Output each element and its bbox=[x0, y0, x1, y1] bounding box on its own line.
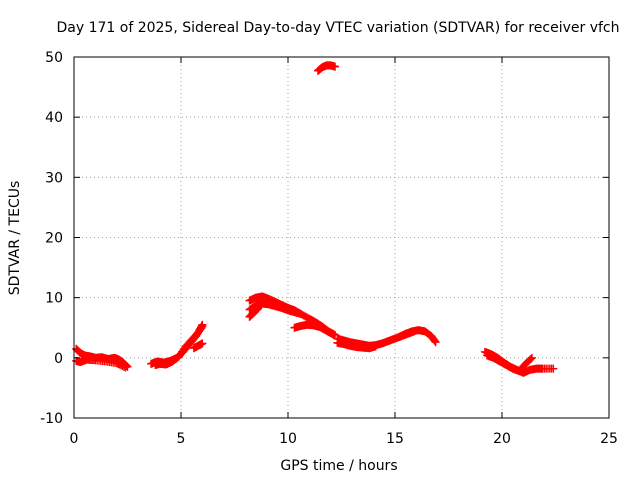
x-tick-label: 5 bbox=[177, 431, 186, 447]
chart-title: Day 171 of 2025, Sidereal Day-to-day VTE… bbox=[56, 20, 619, 36]
data-point bbox=[328, 330, 337, 339]
y-tick-label: 20 bbox=[45, 231, 63, 247]
data-point bbox=[198, 320, 207, 329]
x-tick-label: 0 bbox=[70, 431, 79, 447]
y-tick-label: 40 bbox=[45, 110, 63, 126]
data-point bbox=[197, 322, 206, 331]
y-tick-label: 10 bbox=[45, 291, 63, 307]
x-tick-label: 25 bbox=[600, 431, 618, 447]
x-tick-label: 20 bbox=[493, 431, 511, 447]
series-arc-2 bbox=[72, 355, 130, 372]
series-arc-5 bbox=[189, 339, 207, 353]
data-point bbox=[371, 342, 380, 351]
data-point bbox=[253, 305, 262, 314]
y-tick-label: 30 bbox=[45, 170, 63, 186]
data-point bbox=[119, 362, 128, 371]
series-arc-4 bbox=[151, 320, 207, 370]
data-point bbox=[526, 354, 535, 363]
data-point bbox=[331, 62, 340, 71]
series-arc-12 bbox=[333, 338, 380, 353]
data-point bbox=[549, 364, 558, 373]
data-point bbox=[198, 339, 207, 348]
data-point bbox=[430, 337, 439, 346]
x-tick-label: 10 bbox=[279, 431, 297, 447]
series-arc-8 bbox=[245, 304, 263, 321]
series-arc-9 bbox=[290, 320, 337, 339]
y-tick-label: -10 bbox=[40, 411, 63, 427]
y-axis-label: SDTVAR / TECUs bbox=[7, 181, 23, 296]
x-tick-label: 15 bbox=[386, 431, 404, 447]
data-points bbox=[72, 61, 558, 377]
data-point bbox=[431, 338, 440, 347]
data-point bbox=[121, 363, 130, 372]
data-point bbox=[527, 353, 536, 362]
axes: 0 5 10 15 20 25 -10 0 10 20 30 40 50 bbox=[40, 50, 618, 447]
series-arc-15 bbox=[483, 351, 536, 376]
data-point bbox=[252, 305, 261, 314]
data-point bbox=[254, 304, 263, 313]
series-arc-13 bbox=[395, 326, 440, 347]
data-point bbox=[296, 309, 305, 318]
y-tick-label: 0 bbox=[54, 351, 63, 367]
series-arc-10 bbox=[313, 61, 340, 75]
x-axis-label: GPS time / hours bbox=[280, 458, 397, 474]
y-tick-label: 50 bbox=[45, 50, 63, 66]
